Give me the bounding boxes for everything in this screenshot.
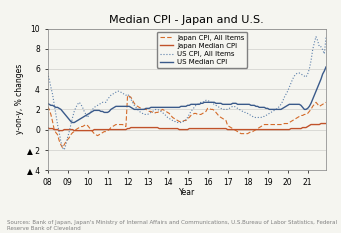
Japan CPI, All Items — [129, 96, 133, 99]
Japan Median CPI — [45, 126, 49, 129]
Japan CPI, All Items — [60, 146, 64, 149]
Text: Sources: Bank of Japan, Japan's Ministry of Internal Affairs and Communications,: Sources: Bank of Japan, Japan's Ministry… — [7, 220, 337, 231]
Japan CPI, All Items — [97, 133, 101, 136]
Japan Median CPI — [206, 127, 210, 130]
Line: US CPI, All Items: US CPI, All Items — [47, 37, 326, 150]
US Median CPI — [211, 101, 215, 104]
US Median CPI — [269, 108, 273, 111]
Y-axis label: y-on-y, % changes: y-on-y, % changes — [15, 64, 24, 134]
US CPI, All Items — [97, 103, 101, 106]
US Median CPI — [97, 109, 101, 112]
Japan CPI, All Items — [144, 108, 148, 111]
Japan Median CPI — [324, 122, 328, 125]
Japan Median CPI — [127, 127, 131, 130]
US Median CPI — [127, 105, 131, 108]
US CPI, All Items — [45, 72, 49, 74]
Japan Median CPI — [269, 128, 273, 131]
US CPI, All Items — [324, 36, 328, 39]
US Median CPI — [71, 121, 75, 124]
Japan CPI, All Items — [45, 105, 49, 108]
Japan CPI, All Items — [125, 94, 130, 97]
Japan CPI, All Items — [212, 109, 216, 112]
Legend: Japan CPI, All Items, Japan Median CPI, US CPI, All Items, US Median CPI: Japan CPI, All Items, Japan Median CPI, … — [157, 32, 247, 68]
Title: Median CPI - Japan and U.S.: Median CPI - Japan and U.S. — [109, 15, 264, 25]
Japan CPI, All Items — [207, 107, 211, 110]
US Median CPI — [324, 65, 328, 68]
US Median CPI — [142, 108, 146, 111]
Japan Median CPI — [57, 129, 61, 132]
US CPI, All Items — [314, 35, 318, 38]
US CPI, All Items — [269, 111, 273, 114]
US CPI, All Items — [211, 102, 215, 105]
US Median CPI — [45, 102, 49, 105]
US CPI, All Items — [142, 113, 146, 116]
X-axis label: Year: Year — [179, 188, 195, 197]
Japan Median CPI — [319, 122, 323, 125]
US CPI, All Items — [127, 95, 131, 98]
Line: US Median CPI: US Median CPI — [47, 67, 326, 123]
US CPI, All Items — [206, 99, 210, 102]
Line: Japan Median CPI: Japan Median CPI — [47, 123, 326, 131]
Japan CPI, All Items — [271, 123, 275, 126]
Japan CPI, All Items — [324, 101, 328, 104]
US Median CPI — [206, 101, 210, 104]
US CPI, All Items — [62, 148, 66, 151]
Japan Median CPI — [211, 127, 215, 130]
Japan Median CPI — [142, 126, 146, 129]
Line: Japan CPI, All Items: Japan CPI, All Items — [47, 95, 326, 148]
Japan Median CPI — [97, 128, 101, 131]
